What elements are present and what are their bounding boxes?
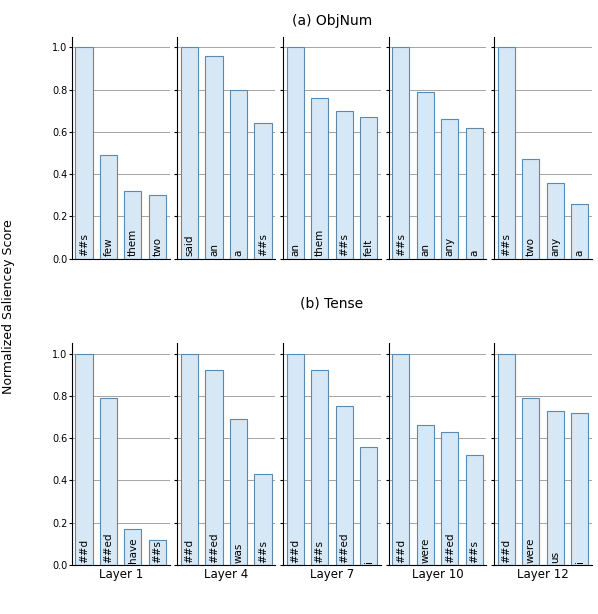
Bar [124, 529, 142, 565]
Bar [498, 47, 515, 258]
X-axis label: Layer 12: Layer 12 [517, 568, 569, 581]
Text: two: two [526, 238, 536, 257]
Text: ##ed: ##ed [209, 532, 219, 562]
Bar [571, 413, 588, 565]
Bar [206, 370, 222, 565]
Bar [75, 47, 93, 258]
X-axis label: Layer 7: Layer 7 [310, 568, 354, 581]
Bar [100, 398, 117, 565]
Text: ##s: ##s [396, 233, 406, 257]
Bar [100, 155, 117, 258]
Bar [286, 47, 304, 258]
Text: any: any [445, 238, 454, 257]
Text: ##ed: ##ed [103, 532, 114, 562]
X-axis label: Layer 10: Layer 10 [411, 568, 463, 581]
Bar [417, 426, 434, 565]
X-axis label: Layer 1: Layer 1 [99, 568, 143, 581]
X-axis label: Layer 4: Layer 4 [204, 568, 248, 581]
Bar [466, 128, 483, 258]
Text: ##ed: ##ed [339, 532, 349, 562]
Bar [360, 446, 377, 565]
Bar [522, 398, 539, 565]
Bar [181, 354, 198, 565]
Bar [441, 432, 458, 565]
Text: a: a [575, 250, 585, 257]
Text: Normalized Saliencey Score: Normalized Saliencey Score [2, 220, 16, 394]
Bar [230, 419, 247, 565]
Text: ##d: ##d [290, 538, 300, 562]
Text: said: said [185, 235, 194, 257]
Bar [360, 117, 377, 258]
Text: ##d: ##d [396, 538, 406, 562]
Text: were: were [526, 537, 536, 562]
Text: have: have [128, 537, 138, 562]
Bar [392, 47, 410, 258]
Text: a: a [469, 250, 479, 257]
Bar [149, 540, 166, 565]
Bar [466, 455, 483, 565]
Bar [124, 191, 142, 258]
Text: ##s: ##s [258, 540, 268, 562]
Text: them: them [315, 229, 325, 257]
Text: few: few [103, 238, 114, 257]
Text: ##d: ##d [502, 538, 511, 562]
Bar [149, 195, 166, 258]
Bar [254, 474, 271, 565]
Text: an: an [420, 244, 431, 257]
Text: an: an [290, 244, 300, 257]
Text: two: two [152, 238, 162, 257]
Bar [335, 111, 353, 258]
Bar [498, 354, 515, 565]
Bar [547, 411, 564, 565]
Text: ##ed: ##ed [445, 532, 454, 562]
Bar [392, 354, 410, 565]
Bar [311, 370, 328, 565]
Bar [286, 354, 304, 565]
Bar [417, 91, 434, 258]
Text: them: them [128, 229, 138, 257]
Bar [571, 204, 588, 258]
Bar [181, 47, 198, 258]
Bar [311, 98, 328, 258]
Bar [441, 119, 458, 258]
Bar [206, 56, 222, 258]
Bar [335, 406, 353, 565]
Text: any: any [550, 238, 560, 257]
Text: were: were [420, 537, 431, 562]
Text: ##s: ##s [152, 540, 162, 562]
Text: (a) ObjNum: (a) ObjNum [292, 15, 372, 28]
Text: ##s: ##s [502, 233, 511, 257]
Text: i: i [364, 560, 374, 562]
Text: was: was [233, 542, 243, 562]
Bar [522, 160, 539, 258]
Text: felt: felt [364, 239, 374, 257]
Text: (b) Tense: (b) Tense [300, 297, 364, 311]
Text: i: i [575, 560, 585, 562]
Text: ##s: ##s [469, 540, 479, 562]
Text: ##s: ##s [79, 233, 89, 257]
Text: a: a [233, 250, 243, 257]
Text: ##s: ##s [315, 540, 325, 562]
Text: ##s: ##s [339, 233, 349, 257]
Bar [230, 90, 247, 258]
Bar [547, 182, 564, 258]
Text: an: an [209, 244, 219, 257]
Bar [75, 354, 93, 565]
Text: ##d: ##d [185, 538, 194, 562]
Bar [254, 123, 271, 258]
Text: us: us [550, 551, 560, 562]
Text: ##s: ##s [258, 233, 268, 257]
Text: ##d: ##d [79, 538, 89, 562]
